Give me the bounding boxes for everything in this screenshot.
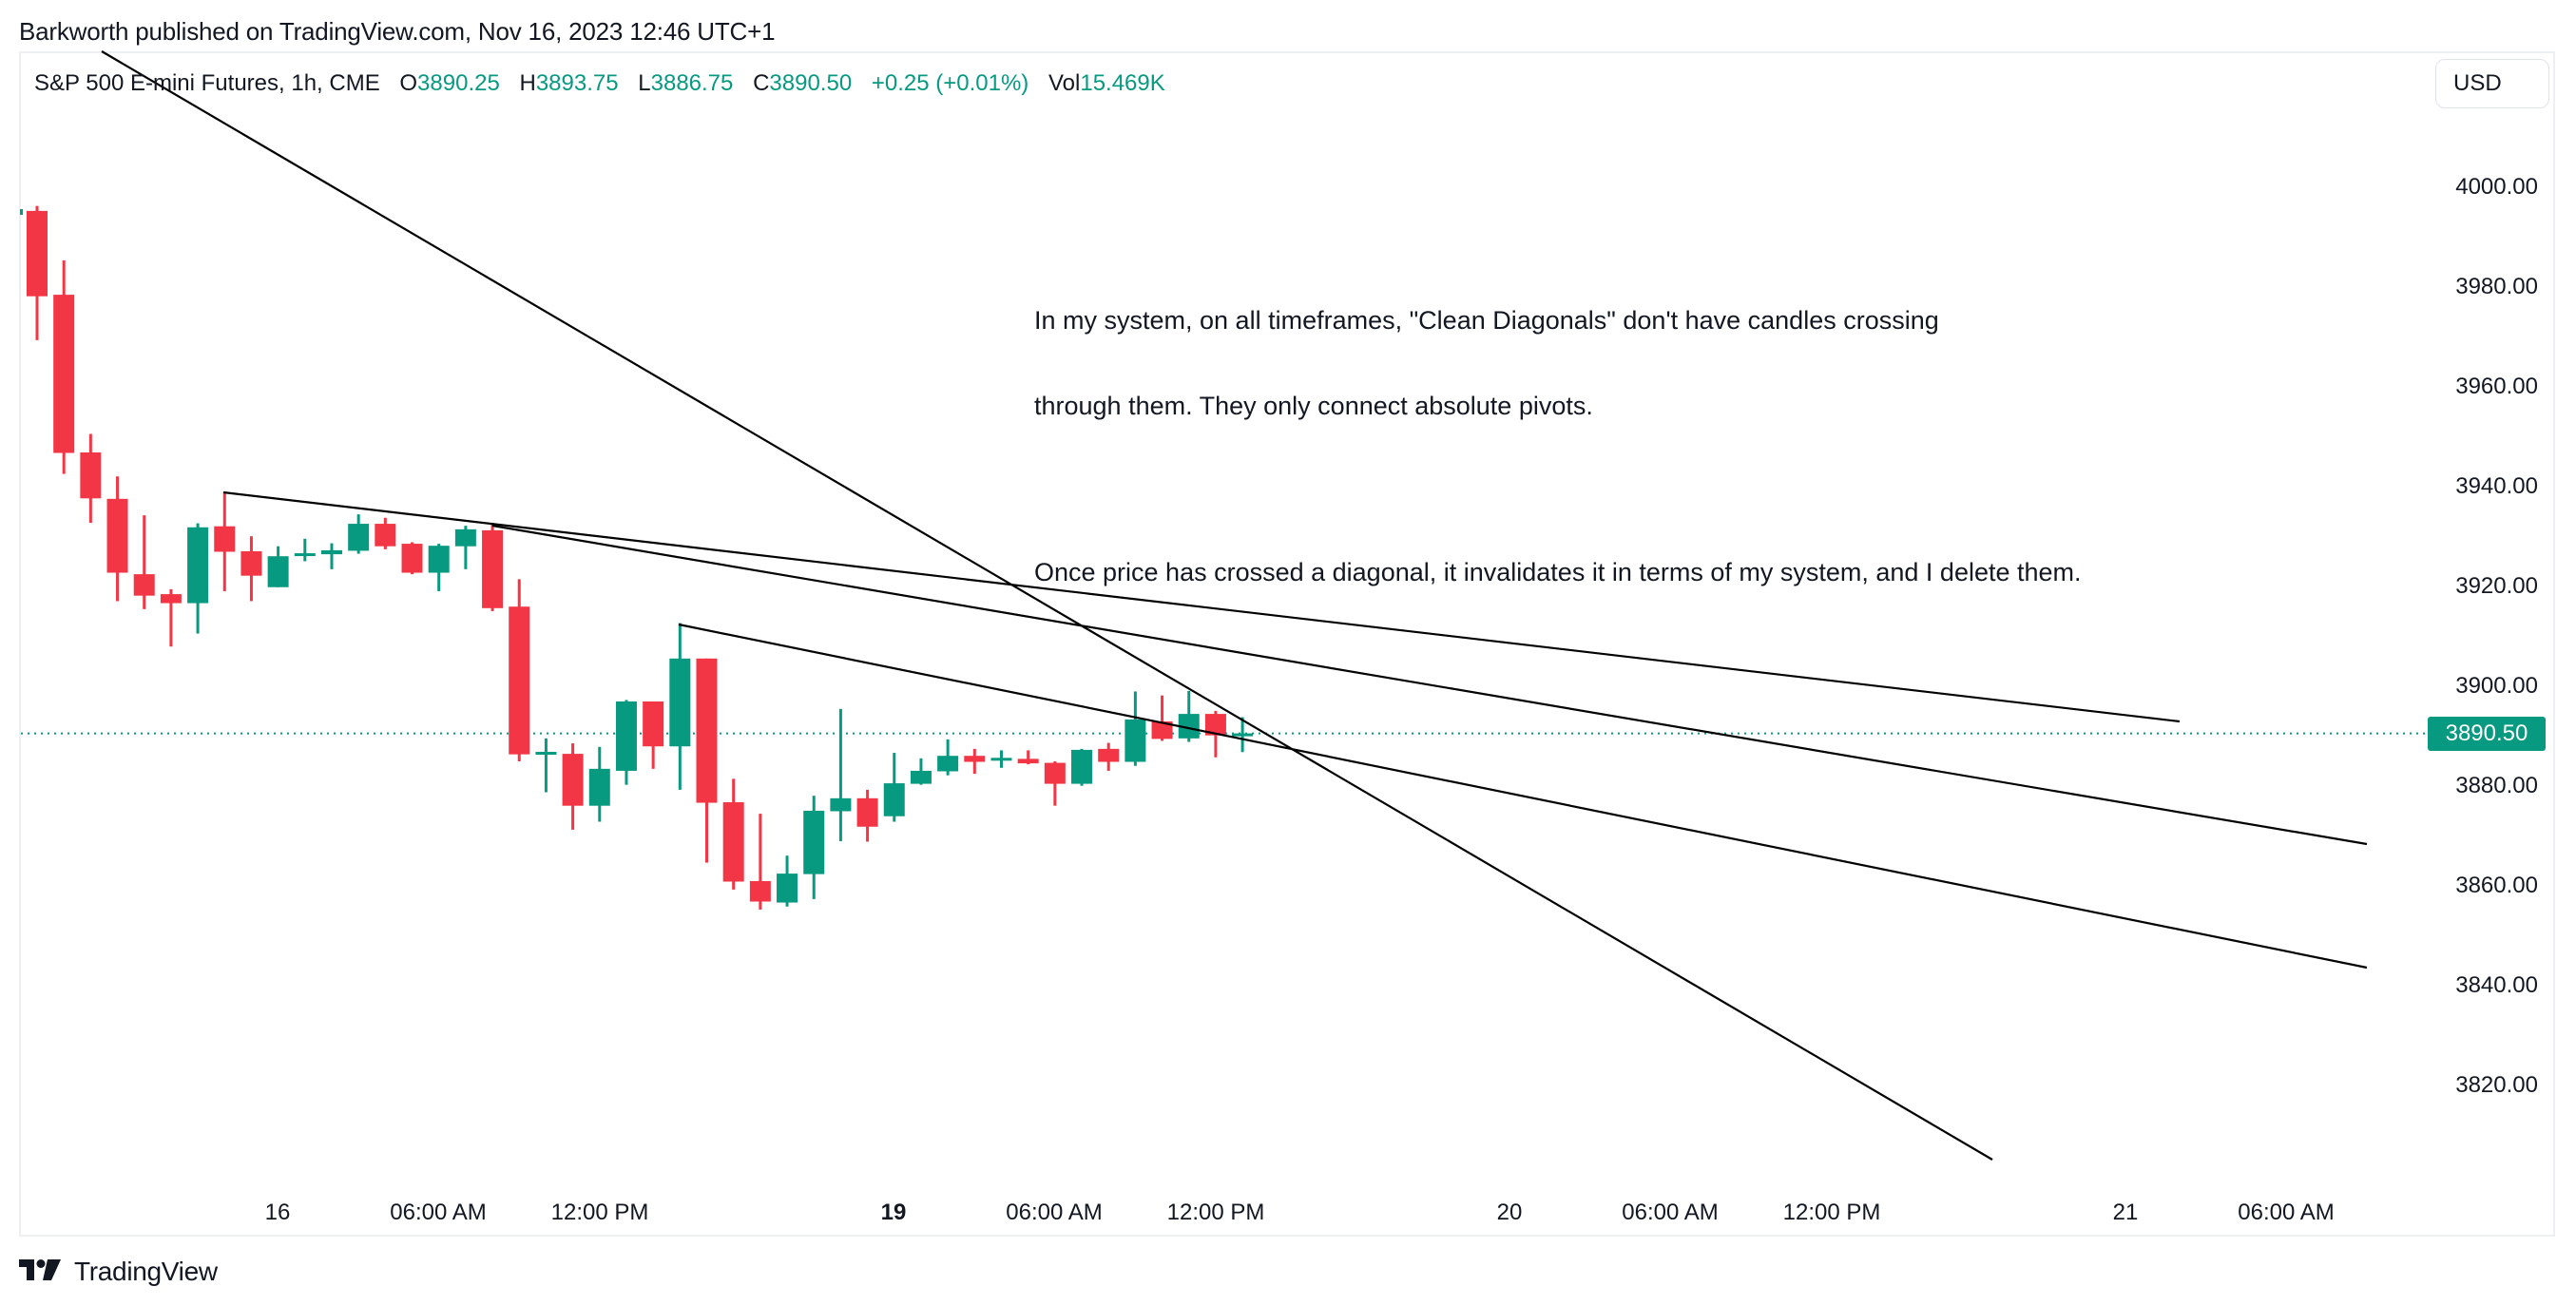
candle <box>883 753 905 822</box>
candle <box>187 523 209 634</box>
candle <box>669 623 691 790</box>
candle <box>803 796 825 899</box>
candle <box>937 739 959 776</box>
candle <box>749 814 771 910</box>
candle <box>1098 742 1120 771</box>
symbol-legend: S&P 500 E-mini Futures, 1h, CME O3890.25… <box>34 70 1165 97</box>
price-tick-label: 3980.00 <box>2455 273 2538 299</box>
open-label: O <box>399 70 418 96</box>
candle <box>696 658 718 863</box>
candle <box>1125 691 1146 766</box>
trendline-diagonal-from-3932-pivot[interactable] <box>491 524 2368 846</box>
candle <box>777 855 798 907</box>
price-tick-label: 3880.00 <box>2455 772 2538 798</box>
price-tick-label: 4000.00 <box>2455 173 2538 200</box>
candle <box>482 523 504 611</box>
close-value: 3890.50 <box>769 70 853 96</box>
candle <box>348 514 370 554</box>
candle <box>1017 750 1039 765</box>
volume-value: 15.469K <box>1080 70 1165 96</box>
candle <box>910 758 932 785</box>
candle <box>830 708 852 841</box>
candle <box>643 701 664 769</box>
text-annotation[interactable]: In my system, on all timeframes, "Clean … <box>1034 249 2082 615</box>
candle <box>160 588 182 647</box>
trendlines[interactable] <box>101 50 2368 1161</box>
chart-frame[interactable] <box>19 51 2555 1237</box>
candle <box>267 546 289 587</box>
candle <box>1044 760 1066 806</box>
time-tick-label: 06:00 AM <box>1006 1200 1103 1225</box>
candle <box>1178 690 1200 742</box>
candle <box>214 492 236 591</box>
candle <box>320 543 342 569</box>
candle <box>1071 748 1093 786</box>
price-tick-label: 3820.00 <box>2455 1071 2538 1098</box>
candle <box>509 579 530 761</box>
time-tick-label: 19 <box>880 1200 907 1225</box>
currency-button[interactable]: USD <box>2435 59 2549 108</box>
candle <box>27 205 48 340</box>
candle <box>1151 695 1173 741</box>
low-label: L <box>638 70 651 96</box>
price-tick-label: 3840.00 <box>2455 971 2538 998</box>
time-tick-label: 16 <box>264 1200 291 1225</box>
symbol-name[interactable]: S&P 500 E-mini Futures, 1h, CME <box>34 70 380 96</box>
time-tick-label: 20 <box>1496 1200 1523 1225</box>
candle <box>240 536 262 602</box>
candle <box>454 526 476 569</box>
candle <box>562 743 584 830</box>
price-tick-label: 3900.00 <box>2455 672 2538 699</box>
time-tick-label: 12:00 PM <box>550 1200 649 1225</box>
open-value: 3890.25 <box>417 70 500 96</box>
time-tick-label: 06:00 AM <box>2238 1200 2335 1225</box>
annotation-line-2: through them. They only connect absolute… <box>1034 392 1593 420</box>
candle <box>1232 717 1254 753</box>
trendline-steep-diagonal[interactable] <box>101 50 1993 1161</box>
last-price-badge: 3890.50 <box>2428 716 2546 751</box>
close-label: C <box>753 70 770 96</box>
candle <box>588 746 610 822</box>
candle <box>133 515 155 609</box>
time-tick-label: 21 <box>2112 1200 2139 1225</box>
annotation-line-1: In my system, on all timeframes, "Clean … <box>1034 306 1939 335</box>
trendline-diagonal-from-3912-pivot[interactable] <box>678 623 2368 970</box>
price-tick-label: 3940.00 <box>2455 472 2538 499</box>
time-tick-label: 06:00 AM <box>390 1200 487 1225</box>
price-tick-label: 3960.00 <box>2455 373 2538 399</box>
volume-label: Vol <box>1048 70 1081 96</box>
time-tick-label: 12:00 PM <box>1782 1200 1881 1225</box>
candle <box>615 700 637 785</box>
candle <box>856 789 878 842</box>
candle <box>80 433 102 524</box>
tradingview-brand-text[interactable]: TradingView <box>74 1257 218 1286</box>
high-label: H <box>519 70 536 96</box>
change-value: +0.25 (+0.01%) <box>871 70 1029 96</box>
tradingview-logo-icon[interactable] <box>19 1258 65 1285</box>
time-tick-label: 06:00 AM <box>1622 1200 1719 1225</box>
candles <box>20 205 1254 910</box>
trendline-diagonal-from-3938-pivot[interactable] <box>222 490 2181 723</box>
candle <box>401 542 423 575</box>
footer: TradingView <box>19 1257 218 1287</box>
candle <box>722 778 744 890</box>
candle <box>964 748 986 775</box>
candle <box>428 544 450 591</box>
price-tick-label: 3920.00 <box>2455 572 2538 599</box>
time-tick-label: 12:00 PM <box>1166 1200 1265 1225</box>
low-value: 3886.75 <box>650 70 734 96</box>
candle <box>106 476 128 602</box>
price-tick-label: 3860.00 <box>2455 872 2538 898</box>
published-by-line: Barkworth published on TradingView.com, … <box>19 17 776 46</box>
annotation-line-3: Once price has crossed a diagonal, it in… <box>1034 558 2082 586</box>
candle <box>53 259 75 474</box>
candle <box>535 738 557 793</box>
candle <box>990 750 1012 768</box>
candle <box>294 538 316 562</box>
candle <box>375 517 396 549</box>
high-value: 3893.75 <box>535 70 619 96</box>
